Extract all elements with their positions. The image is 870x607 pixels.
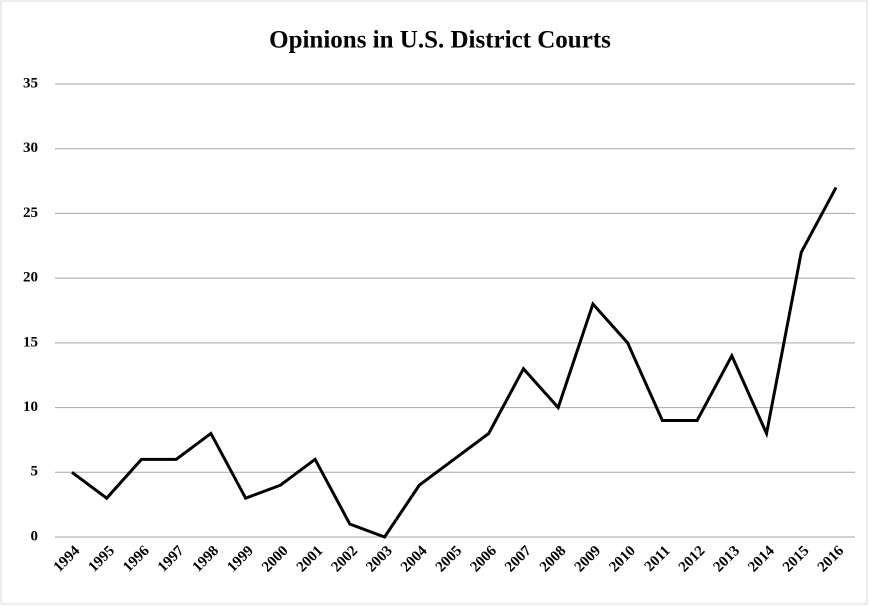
y-tick-label: 20 [23,270,38,286]
y-tick-label: 15 [23,334,38,350]
y-tick-label: 35 [23,75,38,91]
data-line [71,186,838,539]
y-tick-label: 0 [31,528,39,544]
y-tick-label: 25 [23,205,38,221]
y-tick-label: 10 [23,399,38,415]
y-tick-label: 5 [31,464,39,480]
y-tick-label: 30 [23,140,38,156]
chart-title: Opinions in U.S. District Courts [269,27,611,54]
